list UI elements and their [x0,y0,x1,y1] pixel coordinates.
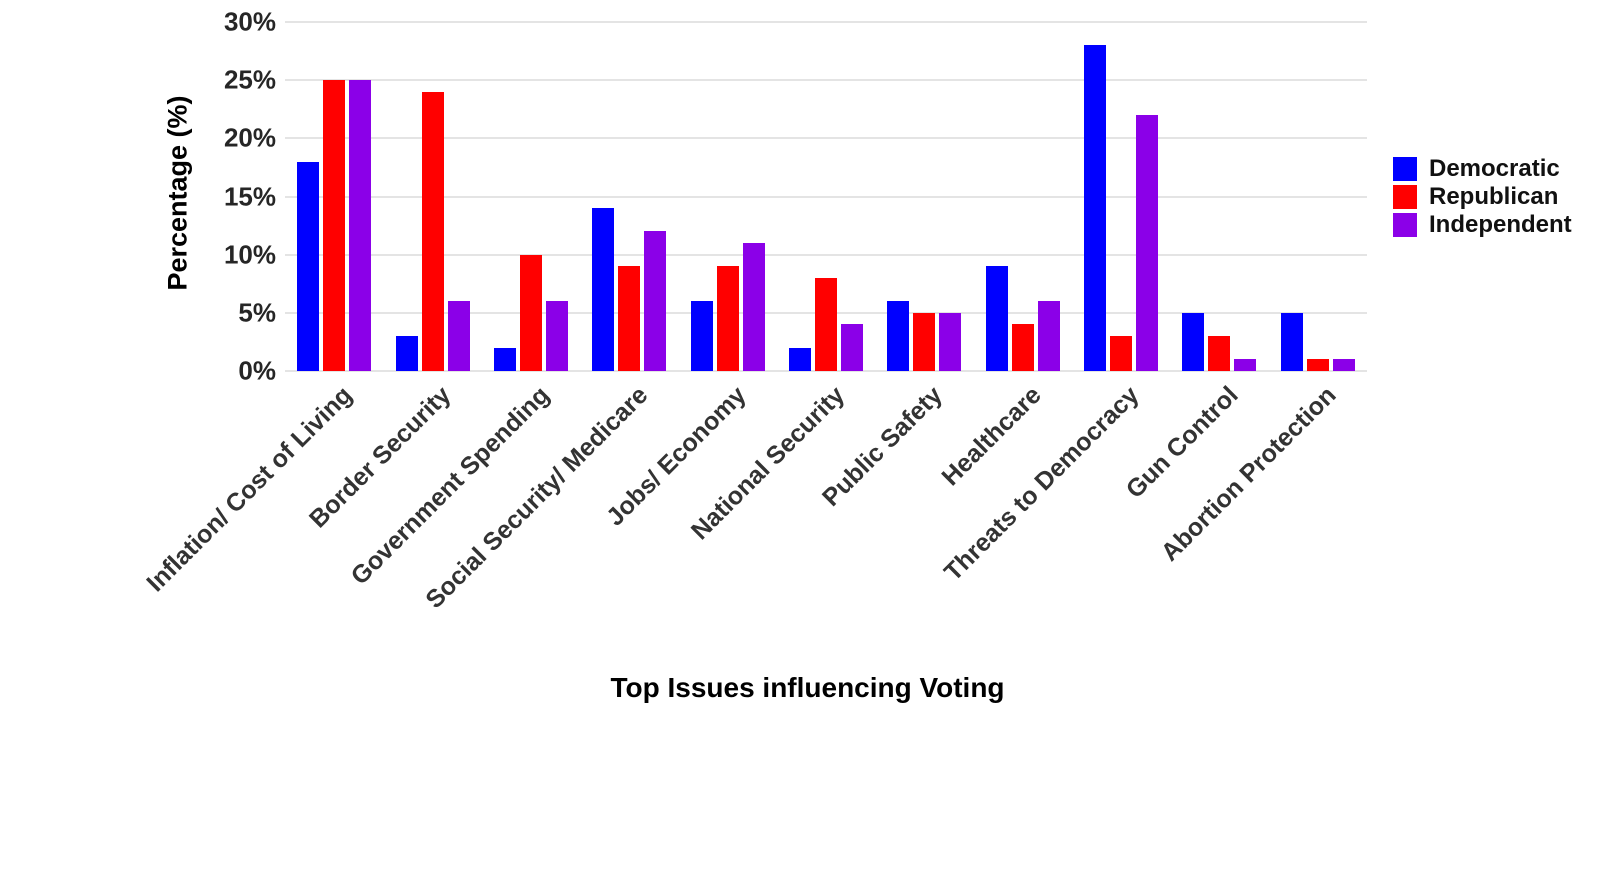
x-axis-title: Top Issues influencing Voting [610,672,1005,703]
legend-label: Independent [1429,211,1572,238]
gridline [285,21,1367,23]
gridline [285,79,1367,82]
x-axis-tick-labels: Inflation/ Cost of Living Border Security… [142,381,1367,661]
bar-democratic [1084,45,1107,371]
bar-republican [519,254,542,371]
bar-republican [913,312,936,371]
y-tick-label: 5% [238,297,276,328]
y-tick-label: 0% [238,355,276,386]
bar-democratic [1280,312,1303,371]
bar-republican [618,266,641,371]
bar-democratic [493,347,516,371]
bar-republican [1011,324,1034,371]
bar-democratic [887,301,910,371]
bar-democratic [592,208,615,371]
legend-swatch-icon [1393,185,1417,209]
bar-independent [939,312,962,371]
bar-democratic [1182,312,1205,371]
y-tick-label: 10% [223,239,276,270]
legend-item-independent: Independent [1393,211,1572,238]
bar-independent [1136,115,1159,371]
bar-independent [644,231,667,371]
plot-area [285,15,1367,372]
x-tick-label-text: Abortion Protection [1155,381,1342,567]
legend-item-democratic: Democratic [1393,155,1572,182]
gridline [285,137,1367,140]
bar-independent [447,301,470,371]
y-tick-label: 25% [223,64,276,95]
legend-label: Republican [1429,183,1559,210]
bar-democratic [789,347,811,371]
legend-label: Democratic [1429,155,1560,182]
bar-independent [545,301,568,371]
gridline [285,195,1367,198]
legend-swatch-icon [1393,213,1417,237]
bar-independent [1332,359,1355,371]
y-tick-label: 20% [223,122,276,153]
bar-republican [815,277,837,371]
y-axis-title: Percentage (%) [162,95,193,291]
bar-independent [1234,359,1257,371]
bar-republican [1306,359,1329,371]
bar-democratic [690,301,713,371]
y-tick-label: 15% [223,181,276,211]
bar-independent [1037,301,1060,371]
bar-republican [1110,336,1133,371]
bar-republican [716,266,739,371]
x-tick-label-text: Government Spending [345,381,555,591]
bar-republican [323,80,346,371]
legend: Democratic Republican Independent [1393,155,1572,241]
gridline [285,370,1367,372]
y-tick-label: 30% [223,6,276,37]
bar-republican [1208,336,1231,371]
bar-independent [349,80,372,371]
y-axis-tick-labels: 0% 5% 10% 15% 20% 25% 30% [0,7,276,386]
gridline [285,253,1367,256]
legend-item-republican: Republican [1393,183,1572,210]
bar-independent [742,243,765,371]
x-tick-label-text: Threats to Democracy [939,381,1145,587]
bar-democratic [985,266,1008,371]
bar-democratic [395,336,418,371]
bar-republican [421,91,444,371]
legend-swatch-icon [1393,157,1417,181]
bar-independent [841,324,863,371]
bar-democratic [297,161,320,371]
